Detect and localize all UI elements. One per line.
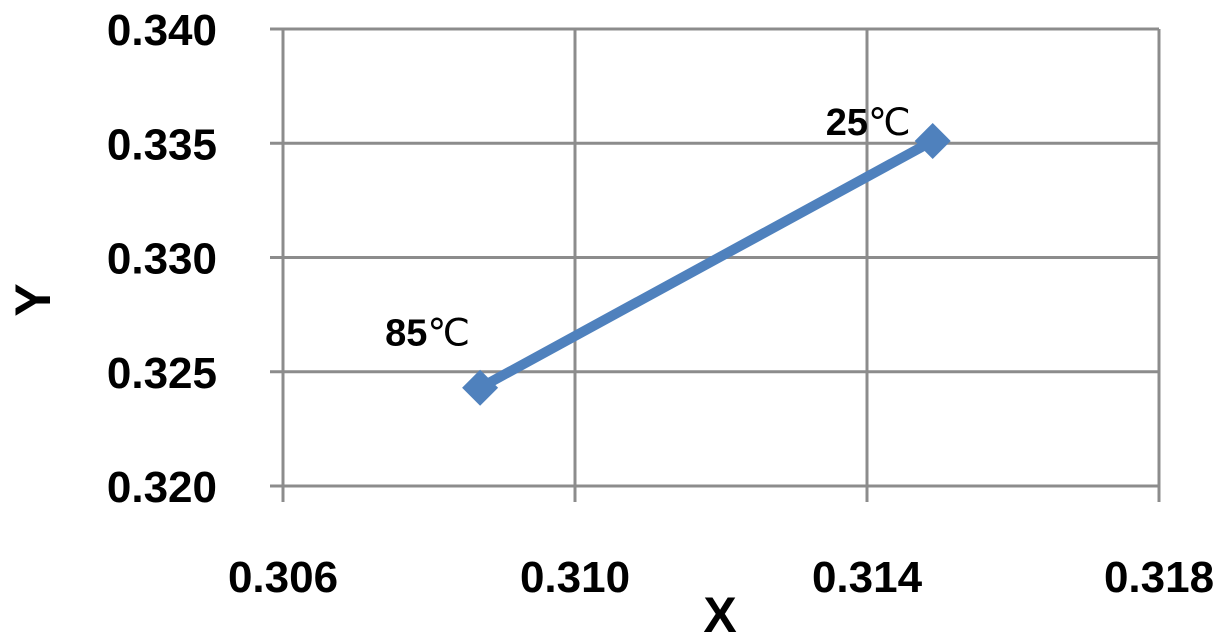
y-tick-labels: 0.320 0.325 0.330 0.335 0.340	[107, 6, 217, 512]
y-tick-label: 0.330	[107, 235, 217, 284]
x-tick-label: 0.310	[520, 553, 630, 602]
y-tick-label: 0.325	[107, 349, 217, 398]
series-line	[475, 135, 938, 393]
data-point-marker	[462, 369, 499, 406]
y-tick-label: 0.335	[107, 120, 217, 169]
x-tick-labels: 0.306 0.310 0.314 0.318	[228, 553, 1214, 602]
x-tick-label: 0.318	[1104, 553, 1214, 602]
data-point-label: 85℃	[385, 313, 470, 355]
x-tick-label: 0.306	[228, 553, 338, 602]
y-axis-title: Y	[5, 283, 61, 316]
point-labels: 85℃ 25℃	[385, 102, 911, 355]
y-tick-label: 0.320	[107, 463, 217, 512]
x-tick-label: 0.314	[812, 553, 923, 602]
x-axis-title: X	[703, 587, 736, 637]
data-point-marker	[914, 122, 951, 159]
data-point-label: 25℃	[826, 102, 911, 144]
series	[462, 122, 951, 406]
y-tick-label: 0.340	[107, 6, 217, 55]
